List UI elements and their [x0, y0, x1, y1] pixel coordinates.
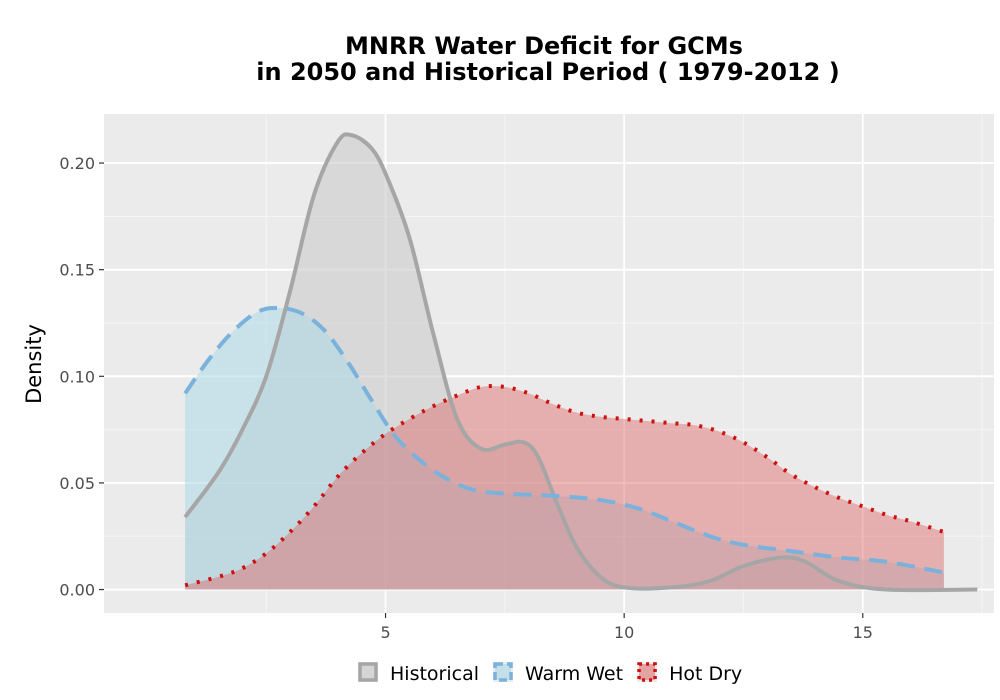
y-tick-label: 0.10	[59, 367, 95, 386]
legend-item-warm-wet: Warm Wet	[493, 662, 623, 685]
density-lines	[183, 132, 978, 593]
legend-label: Warm Wet	[525, 663, 623, 685]
y-axis-title: Density	[22, 324, 46, 404]
legend-item-hot-dry: Hot Dry	[637, 662, 742, 685]
x-tick-label: 10	[614, 623, 634, 642]
area-warm-wet	[185, 308, 944, 590]
y-axis: 0.00 0.05 0.10 0.15 0.20	[59, 154, 104, 600]
x-axis: 5 10 15	[380, 613, 873, 642]
line-historical	[183, 132, 978, 593]
y-tick-label: 0.15	[59, 261, 95, 280]
chart-title-line1: MNRR Water Deficit for GCMs	[345, 32, 743, 60]
y-tick-label: 0.05	[59, 474, 95, 493]
x-tick-label: 15	[853, 623, 873, 642]
legend-key-swatch	[358, 662, 378, 682]
density-areas	[185, 134, 978, 591]
line-hot-dry	[184, 384, 945, 588]
legend: Historical Warm Wet Hot Dry	[358, 662, 742, 685]
legend-label: Historical	[390, 663, 479, 685]
legend-key-swatch	[493, 662, 513, 682]
x-tick-label: 5	[380, 623, 390, 642]
line-warm-wet	[183, 306, 945, 575]
area-hot-dry	[185, 386, 944, 590]
y-tick-label: 0.20	[59, 154, 95, 173]
legend-item-historical: Historical	[358, 662, 479, 685]
chart-title-line2: in 2050 and Historical Period ( 1979-201…	[256, 58, 839, 86]
y-tick-label: 0.00	[59, 581, 95, 600]
legend-label: Hot Dry	[669, 663, 742, 685]
legend-key-swatch	[637, 662, 657, 682]
